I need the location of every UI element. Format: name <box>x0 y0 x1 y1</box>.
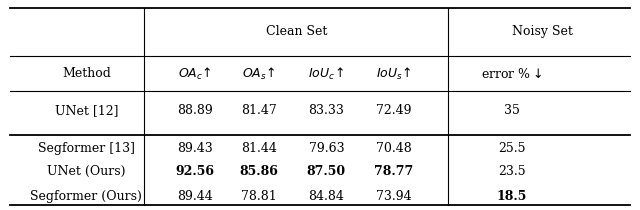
Text: 87.50: 87.50 <box>307 165 346 178</box>
Text: UNet [12]: UNet [12] <box>54 104 118 117</box>
Text: 18.5: 18.5 <box>497 190 527 203</box>
Text: UNet (Ours): UNet (Ours) <box>47 165 125 178</box>
Text: 79.63: 79.63 <box>308 142 344 155</box>
Text: 85.86: 85.86 <box>240 165 278 178</box>
Text: $IoU_s\!\uparrow$: $IoU_s\!\uparrow$ <box>376 66 412 81</box>
Text: Method: Method <box>62 67 111 80</box>
Text: 88.89: 88.89 <box>177 104 213 117</box>
Text: $IoU_c\!\uparrow$: $IoU_c\!\uparrow$ <box>308 66 344 81</box>
Text: error %$\downarrow$: error %$\downarrow$ <box>481 67 543 80</box>
Text: 81.44: 81.44 <box>241 142 277 155</box>
Text: Clean Set: Clean Set <box>266 25 327 38</box>
Text: 92.56: 92.56 <box>176 165 214 178</box>
Text: 35: 35 <box>504 104 520 117</box>
Text: $OA_c\!\uparrow$: $OA_c\!\uparrow$ <box>179 66 212 81</box>
Text: 89.44: 89.44 <box>177 190 213 203</box>
Text: 25.5: 25.5 <box>499 142 525 155</box>
Text: 81.47: 81.47 <box>241 104 277 117</box>
Text: 72.49: 72.49 <box>376 104 412 117</box>
Text: Segformer (Ours): Segformer (Ours) <box>31 190 142 203</box>
Text: Segformer [13]: Segformer [13] <box>38 142 135 155</box>
Text: 70.48: 70.48 <box>376 142 412 155</box>
Text: 84.84: 84.84 <box>308 190 344 203</box>
Text: Noisy Set: Noisy Set <box>512 25 573 38</box>
Text: 23.5: 23.5 <box>498 165 526 178</box>
Text: 89.43: 89.43 <box>177 142 213 155</box>
Text: 73.94: 73.94 <box>376 190 412 203</box>
Text: 83.33: 83.33 <box>308 104 344 117</box>
Text: 78.77: 78.77 <box>374 165 413 178</box>
Text: 78.81: 78.81 <box>241 190 277 203</box>
Text: $OA_s\!\uparrow$: $OA_s\!\uparrow$ <box>243 66 276 81</box>
